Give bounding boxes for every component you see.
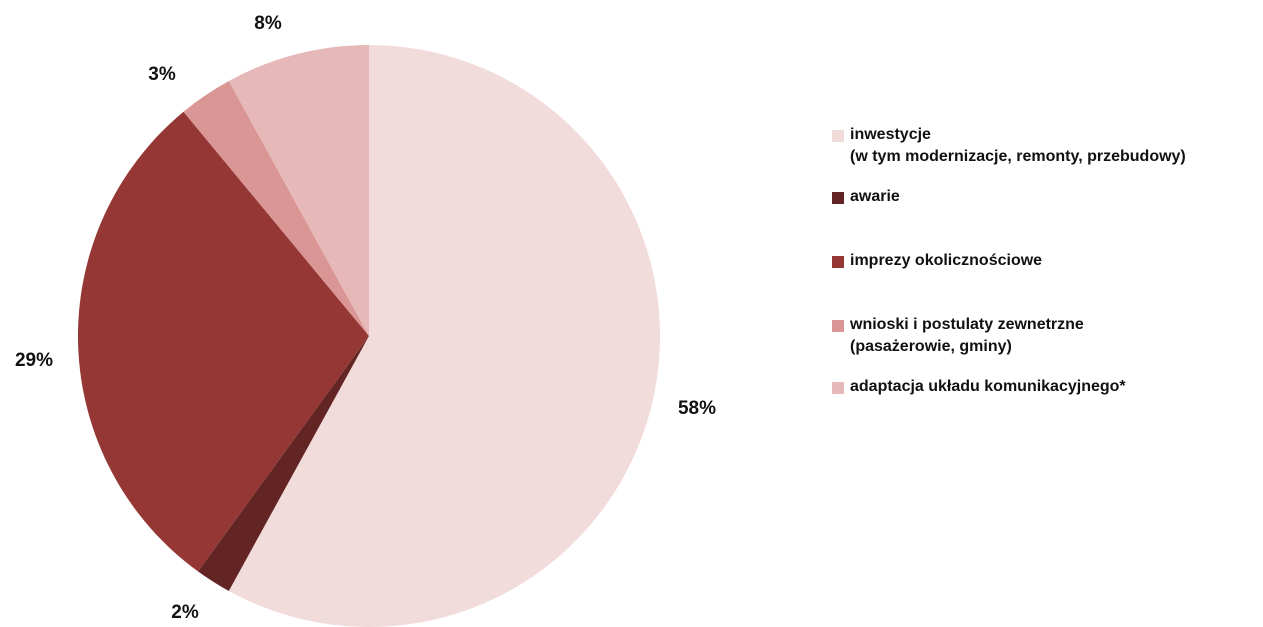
pie-slice-imprezy-okolicznosciowe: [78, 111, 370, 572]
pie-data-labels: 58% 2% 29% 3% 8%: [15, 13, 716, 623]
pie-slice-wnioski-i-postulaty-zewnetrzne: [183, 80, 369, 337]
data-label-wnioski-i-postulaty-zewnetrzne: 3%: [148, 64, 176, 85]
legend-item-inwestycje: inwestycje (w tym modernizacje, remonty,…: [832, 124, 1252, 170]
data-label-awarie: 2%: [171, 602, 199, 623]
legend-item-awarie: awarie: [832, 186, 1252, 208]
pie-slice-awarie: [197, 336, 369, 592]
legend-label: inwestycje (w tym modernizacje, remonty,…: [850, 126, 1186, 165]
legend-label: wnioski i postulaty zewnetrzne (pasażero…: [850, 316, 1084, 355]
legend-item-imprezy: imprezy okolicznościowe: [832, 250, 1252, 272]
data-label-adaptacja-uk-adu-komunikacyjnego: 8%: [254, 13, 282, 34]
pie-slice-adaptacja-uk-adu-komunikacyjnego: [228, 45, 369, 336]
legend-swatch: [832, 192, 844, 204]
legend-swatch: [832, 320, 844, 332]
legend-item-wnioski: wnioski i postulaty zewnetrzne (pasażero…: [832, 314, 1252, 360]
legend-label: adaptacja układu komunikacyjnego*: [850, 378, 1126, 395]
pie-slice-inwestycje: [228, 45, 660, 627]
data-label-imprezy-okolicznosciowe: 29%: [15, 350, 53, 371]
legend-swatch: [832, 256, 844, 268]
pie-slices: [78, 45, 660, 627]
legend-label: imprezy okolicznościowe: [850, 252, 1043, 269]
legend-swatch: [832, 130, 844, 142]
legend-swatch: [832, 382, 844, 394]
data-label-inwestycje: 58%: [678, 398, 716, 419]
chart-legend: inwestycje (w tym modernizacje, remonty,…: [832, 124, 1252, 398]
legend-label: awarie: [850, 188, 900, 205]
legend-item-adaptacja: adaptacja układu komunikacyjnego*: [832, 376, 1252, 398]
